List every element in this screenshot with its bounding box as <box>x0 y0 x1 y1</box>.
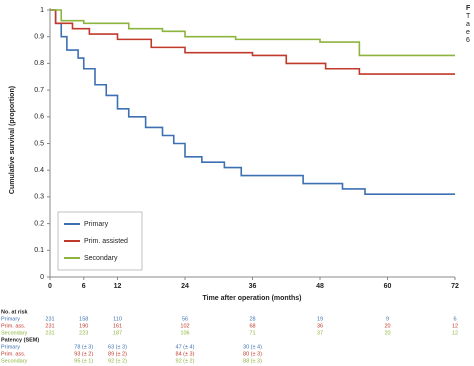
y-tick-label: 0.4 <box>34 167 44 174</box>
table-cell: 102 <box>180 323 189 329</box>
y-tick-label: 1 <box>40 7 44 14</box>
x-tick-label: 48 <box>316 283 324 290</box>
table-cell: 190 <box>79 323 88 329</box>
x-tick-label: 72 <box>451 283 459 290</box>
y-tick-label: 0.7 <box>34 87 44 94</box>
table-cell: 6 <box>453 316 456 322</box>
table-cell: 20 <box>384 330 390 336</box>
table-cell: 78 (± 3) <box>74 344 93 350</box>
table-cell: 231 <box>45 330 54 336</box>
table-cell: 20 <box>384 323 390 329</box>
table-cell: 30 (± 4) <box>243 344 262 350</box>
table-cell: 9 <box>386 316 389 322</box>
x-tick-label: 6 <box>82 283 86 290</box>
y-axis-label: Cumulative survival (proportion) <box>9 86 16 194</box>
x-tick-label: 36 <box>249 283 257 290</box>
y-tick-label: 0.9 <box>34 34 44 41</box>
table-cell: 84 (± 3) <box>176 351 195 357</box>
table-cell: 95 (± 1) <box>74 358 93 364</box>
row-label: Secondary <box>1 358 28 364</box>
table-title: No. at risk <box>1 309 29 315</box>
table-cell: 71 <box>249 330 255 336</box>
legend-label: Primary <box>84 221 109 228</box>
table-cell: 63 (± 3) <box>108 344 127 350</box>
row-label: Primary <box>1 316 20 322</box>
table-cell: 12 <box>452 330 458 336</box>
y-tick-label: 0.3 <box>34 194 44 201</box>
side-text: 6 <box>466 37 470 44</box>
x-tick-label: 12 <box>114 283 122 290</box>
row-label: Primary <box>1 344 20 350</box>
table-cell: 92 (± 2) <box>108 358 127 364</box>
row-label: Prim. ass. <box>1 323 26 329</box>
y-tick-label: 0.1 <box>34 247 44 254</box>
x-tick-label: 24 <box>181 283 189 290</box>
table-cell: 88 (± 3) <box>243 358 262 364</box>
table-cell: 19 <box>317 316 323 322</box>
survival-curve <box>50 9 455 196</box>
table-cell: 89 (± 2) <box>108 351 127 357</box>
y-tick-label: 0 <box>40 274 44 281</box>
x-tick-label: 60 <box>384 283 392 290</box>
table-cell: 28 <box>249 316 255 322</box>
side-text: e <box>466 29 470 36</box>
legend-label: Prim. assisted <box>84 238 128 245</box>
survival-curve <box>50 9 455 57</box>
table-cell: 80 (± 3) <box>243 351 262 357</box>
y-tick-label: 0.5 <box>34 140 44 147</box>
side-text: T <box>466 13 471 20</box>
table-cell: 231 <box>45 323 54 329</box>
row-label: Prim. ass. <box>1 351 26 357</box>
y-tick-label: 0.2 <box>34 220 44 227</box>
x-axis-label: Time after operation (months) <box>202 295 301 302</box>
table-cell: 231 <box>45 316 54 322</box>
table-cell: 12 <box>452 323 458 329</box>
table-cell: 93 (± 2) <box>74 351 93 357</box>
table-cell: 56 <box>182 316 188 322</box>
table-cell: 37 <box>317 330 323 336</box>
side-text: F <box>466 5 471 12</box>
table-cell: 92 (± 2) <box>176 358 195 364</box>
table-cell: 68 <box>249 323 255 329</box>
row-label: Secondary <box>1 330 28 336</box>
legend-label: Secondary <box>84 255 118 262</box>
x-tick-label: 0 <box>48 283 52 290</box>
table-cell: 110 <box>113 316 122 322</box>
table-cell: 187 <box>113 330 122 336</box>
side-text: a <box>466 21 470 28</box>
y-tick-label: 0.6 <box>34 114 44 121</box>
y-tick-label: 0.8 <box>34 60 44 67</box>
table-cell: 106 <box>180 330 189 336</box>
table-cell: 158 <box>79 316 88 322</box>
table-cell: 47 (± 4) <box>176 344 195 350</box>
table-cell: 223 <box>79 330 88 336</box>
table-cell: 36 <box>317 323 323 329</box>
table-cell: 161 <box>113 323 122 329</box>
table-title: Patency (SEM) <box>1 337 39 343</box>
survival-curve <box>50 9 455 75</box>
